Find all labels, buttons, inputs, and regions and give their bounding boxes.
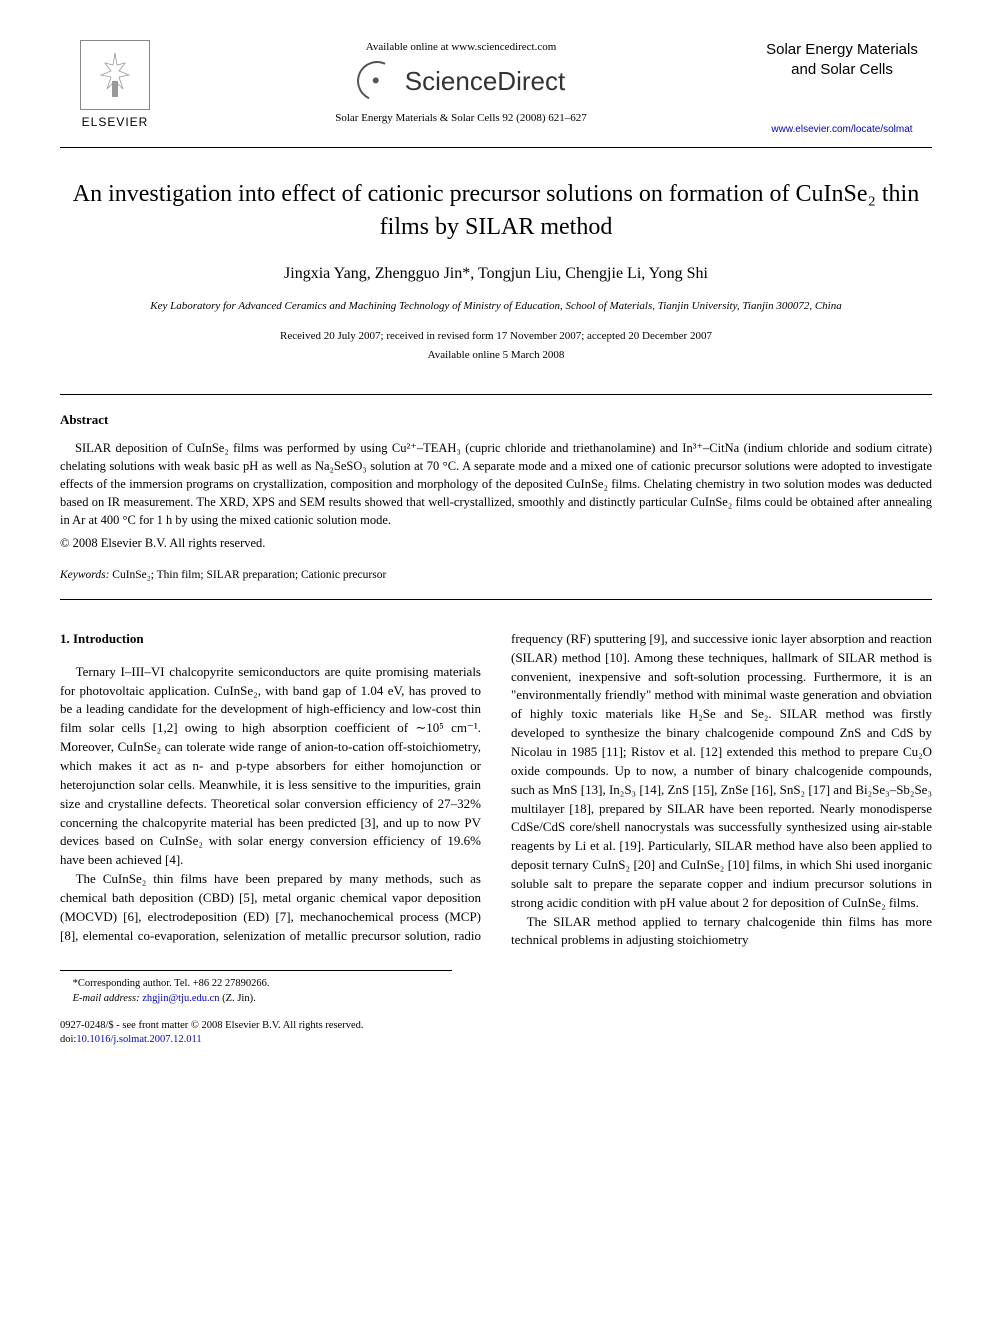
corresponding-author: *Corresponding author. Tel. +86 22 27890…: [60, 977, 452, 992]
available-online-text: Available online at www.sciencedirect.co…: [190, 40, 732, 55]
header-divider: [60, 147, 932, 148]
intro-para-3: The SILAR method applied to ternary chal…: [511, 913, 932, 951]
header-row: ELSEVIER Available online at www.science…: [60, 40, 932, 137]
elsevier-label: ELSEVIER: [60, 114, 170, 131]
abstract-copyright: © 2008 Elsevier B.V. All rights reserved…: [60, 535, 932, 553]
section-1-heading: 1. Introduction: [60, 630, 481, 649]
journal-url-link[interactable]: www.elsevier.com/locate/solmat: [771, 124, 912, 135]
author-list: Jingxia Yang, Zhengguo Jin*, Tongjun Liu…: [60, 263, 932, 285]
elsevier-tree-icon: [80, 40, 150, 110]
intro-para-1: Ternary I–III–VI chalcopyrite semiconduc…: [60, 663, 481, 870]
issn-line: 0927-0248/$ - see front matter © 2008 El…: [60, 1020, 363, 1031]
journal-reference: Solar Energy Materials & Solar Cells 92 …: [190, 111, 732, 126]
doi-label: doi:: [60, 1034, 76, 1045]
email-label: E-mail address:: [73, 993, 140, 1004]
received-dates: Received 20 July 2007; received in revis…: [60, 329, 932, 344]
footnotes-block: *Corresponding author. Tel. +86 22 27890…: [60, 970, 452, 1006]
keywords-line: Keywords: CuInSe₂; Thin film; SILAR prep…: [60, 567, 932, 583]
elsevier-logo-block: ELSEVIER: [60, 40, 170, 131]
right-header-block: Solar Energy Materials and Solar Cells w…: [752, 40, 932, 137]
doi-link[interactable]: 10.1016/j.solmat.2007.12.011: [76, 1034, 201, 1045]
journal-title-sidebar: Solar Energy Materials and Solar Cells: [752, 40, 932, 79]
keywords-value: CuInSe₂; Thin film; SILAR preparation; C…: [112, 569, 386, 581]
abstract-heading: Abstract: [60, 411, 932, 429]
affiliation: Key Laboratory for Advanced Ceramics and…: [60, 299, 932, 314]
email-name: (Z. Jin).: [222, 993, 256, 1004]
sciencedirect-name: ScienceDirect: [405, 63, 565, 99]
article-title: An investigation into effect of cationic…: [60, 178, 932, 243]
sciencedirect-logo: ScienceDirect: [190, 61, 732, 101]
available-online-date: Available online 5 March 2008: [60, 348, 932, 363]
abstract-body: SILAR deposition of CuInSe₂ films was pe…: [60, 439, 932, 530]
keywords-label: Keywords:: [60, 569, 109, 581]
center-header-block: Available online at www.sciencedirect.co…: [170, 40, 752, 127]
abstract-section: Abstract SILAR deposition of CuInSe₂ fil…: [60, 394, 932, 600]
footer-line: 0927-0248/$ - see front matter © 2008 El…: [60, 1019, 932, 1048]
body-columns: 1. Introduction Ternary I–III–VI chalcop…: [60, 630, 932, 950]
email-line: E-mail address: zhgjin@tju.edu.cn (Z. Ji…: [60, 992, 452, 1007]
sciencedirect-swoosh-icon: [351, 56, 402, 107]
email-link[interactable]: zhgjin@tju.edu.cn: [142, 993, 219, 1004]
